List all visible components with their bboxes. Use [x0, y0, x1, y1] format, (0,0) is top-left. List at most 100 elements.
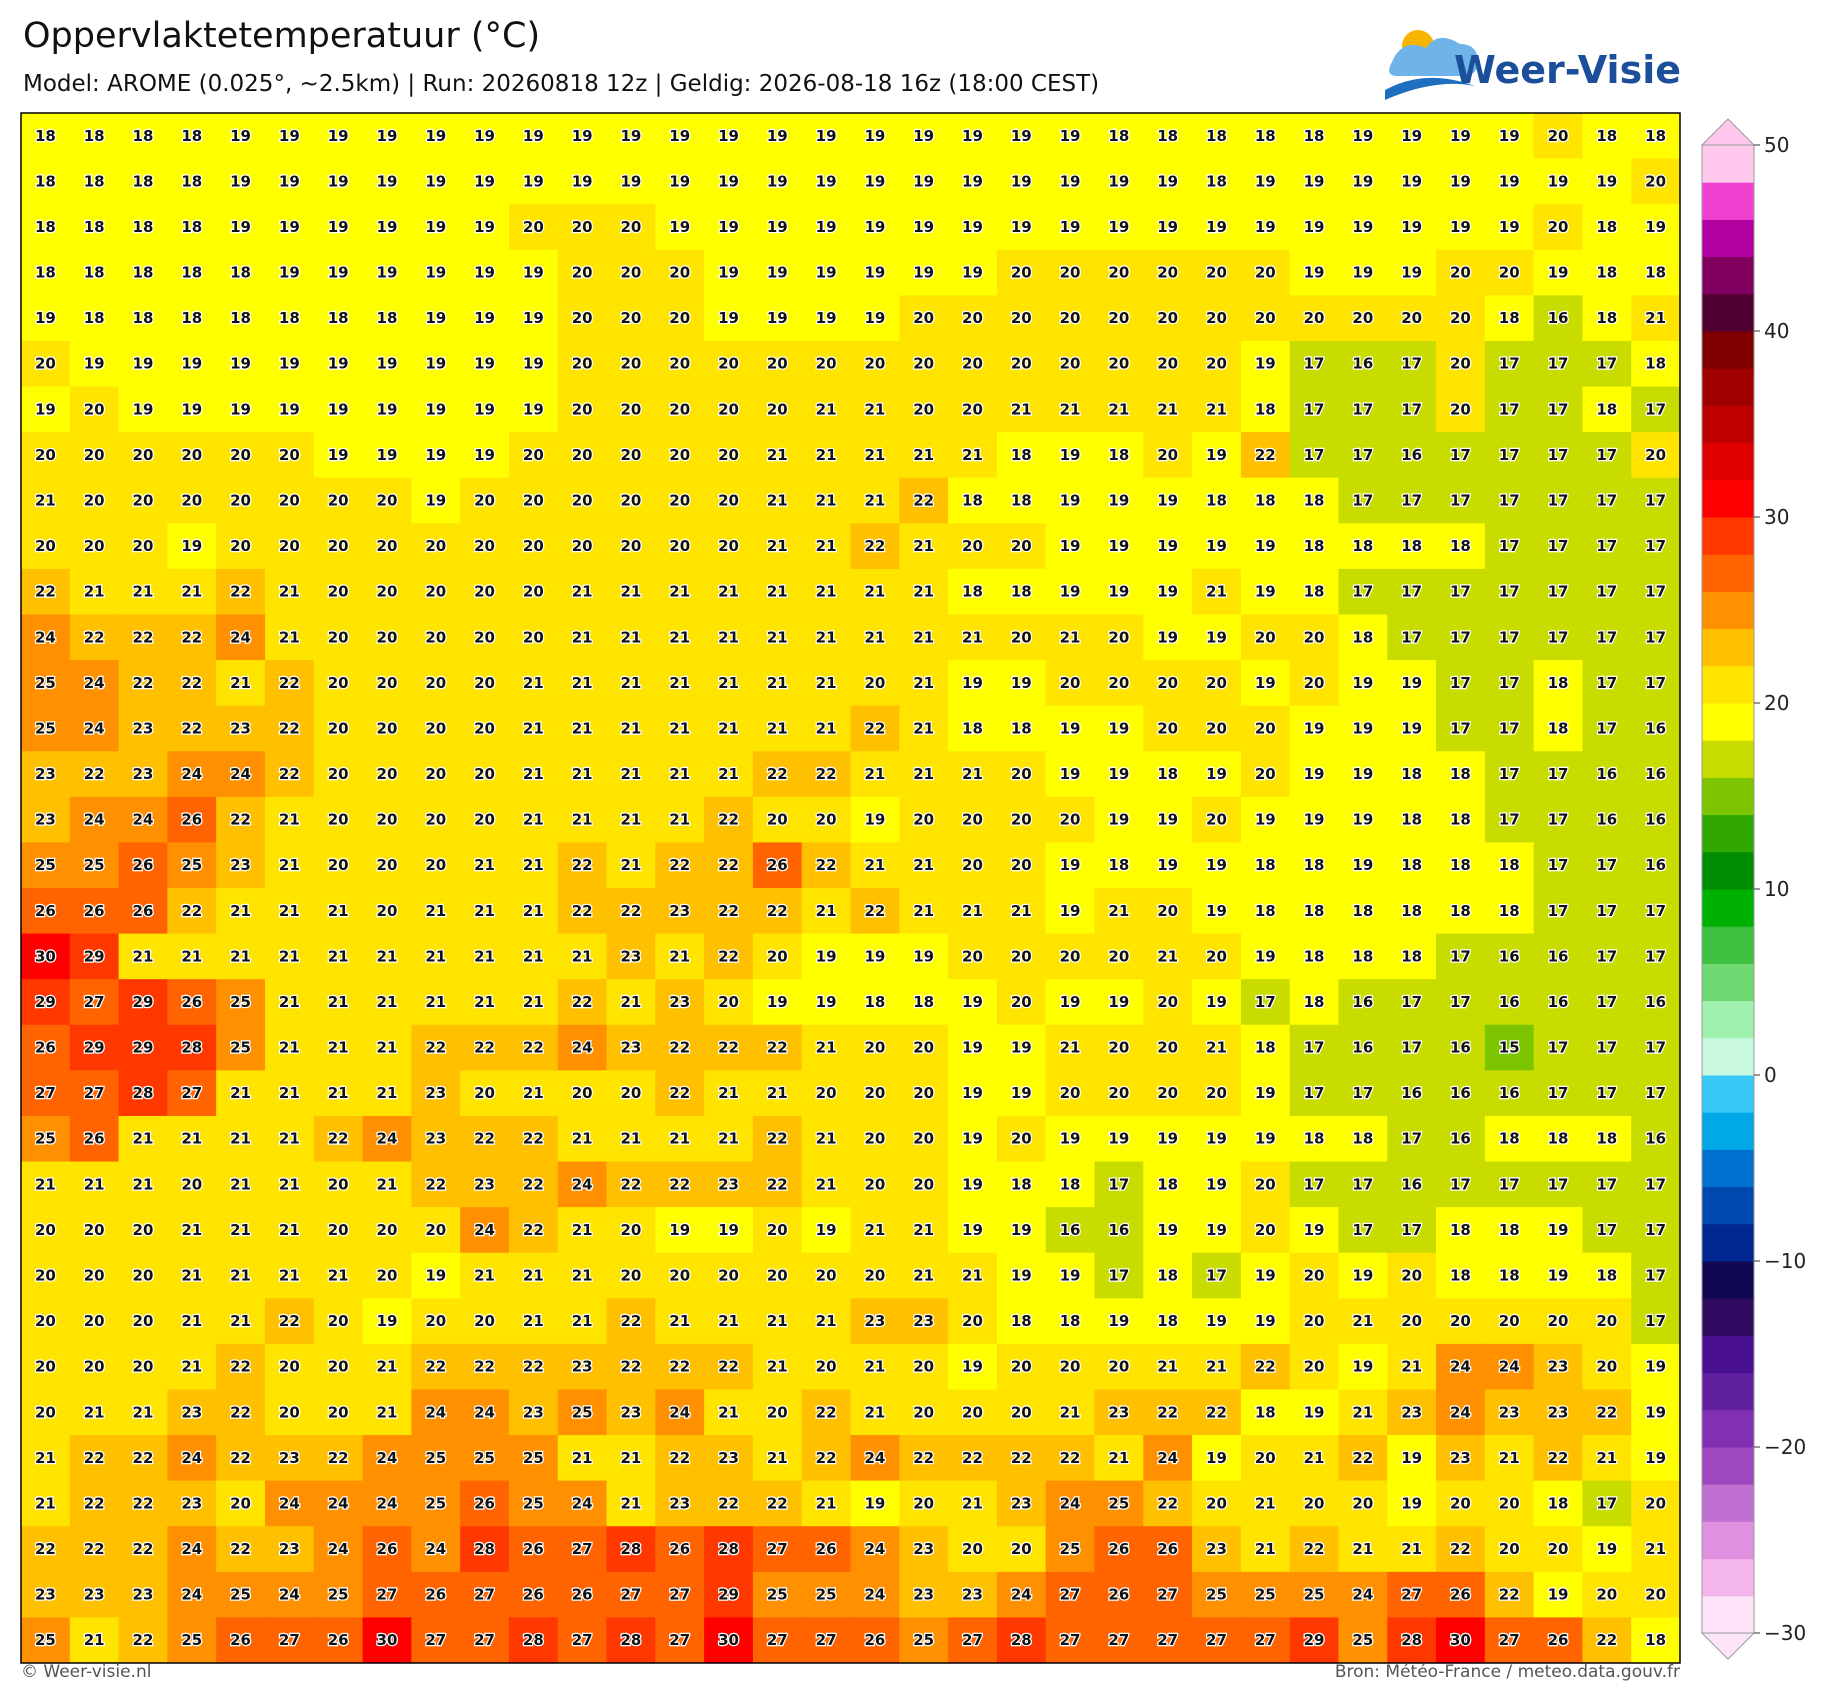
colorbar-tick-label: 0	[1764, 1063, 1777, 1087]
temperature-cell	[362, 204, 412, 251]
temperature-label: 22	[718, 856, 739, 874]
temperature-label: 20	[1450, 355, 1471, 373]
temperature-label: 22	[133, 1540, 154, 1558]
temperature-label: 16	[1060, 1221, 1081, 1239]
temperature-cell	[69, 1070, 120, 1117]
temperature-label: 18	[279, 309, 300, 327]
temperature-label: 22	[1304, 1540, 1325, 1558]
temperature-cell	[655, 705, 705, 752]
temperature-label: 22	[767, 765, 788, 783]
temperature-cell	[996, 295, 1047, 342]
temperature-label: 20	[1450, 400, 1471, 418]
temperature-cell	[362, 751, 412, 798]
temperature-cell	[21, 1115, 71, 1163]
temperature-cell	[1387, 249, 1437, 296]
temperature-label: 21	[523, 811, 544, 829]
temperature-cell	[508, 979, 559, 1026]
temperature-label: 19	[572, 172, 593, 190]
temperature-label: 21	[913, 856, 934, 874]
temperature-label: 20	[35, 1403, 56, 1421]
temperature-cell	[264, 796, 315, 843]
temperature-label: 21	[1401, 1358, 1422, 1376]
temperature-cell	[850, 249, 900, 296]
temperature-label: 21	[962, 1267, 983, 1285]
temperature-label: 19	[425, 1267, 446, 1285]
temperature-cell	[557, 933, 608, 980]
temperature-label: 18	[230, 264, 251, 282]
temperature-cell	[460, 340, 510, 388]
temperature-label: 27	[816, 1631, 837, 1649]
temperature-label: 24	[181, 1586, 202, 1604]
temperature-label: 22	[279, 674, 300, 692]
temperature-label: 20	[913, 1039, 934, 1057]
temperature-label: 27	[84, 1084, 105, 1102]
temperature-label: 20	[1206, 264, 1227, 282]
temperature-cell	[1192, 1024, 1242, 1071]
temperature-label: 20	[962, 1540, 983, 1558]
temperature-label: 24	[181, 1540, 202, 1558]
temperature-cell	[948, 933, 998, 980]
temperature-cell	[21, 1070, 71, 1117]
temperature-label: 20	[523, 628, 544, 646]
temperature-cell	[21, 705, 71, 752]
temperature-label: 21	[572, 719, 593, 737]
temperature-label: 21	[377, 1039, 398, 1057]
temperature-cell	[1240, 933, 1291, 980]
temperature-cell	[850, 340, 900, 388]
temperature-label: 19	[425, 446, 446, 464]
temperature-label: 20	[718, 446, 739, 464]
temperature-label: 23	[230, 856, 251, 874]
temperature-label: 19	[1450, 127, 1471, 145]
temperature-label: 19	[1401, 1494, 1422, 1512]
temperature-cell	[1484, 705, 1535, 752]
temperature-label: 20	[669, 492, 690, 510]
temperature-cell	[850, 295, 900, 342]
temperature-label: 19	[133, 355, 154, 373]
temperature-label: 20	[84, 1312, 105, 1330]
temperature-label: 20	[1255, 1221, 1276, 1239]
temperature-cell	[1582, 340, 1632, 388]
temperature-label: 17	[1255, 993, 1276, 1011]
temperature-cell	[69, 933, 120, 980]
temperature-label: 21	[1401, 1540, 1422, 1558]
temperature-cell	[752, 158, 803, 205]
temperature-cell	[1192, 888, 1242, 935]
temperature-label: 27	[35, 1084, 56, 1102]
temperature-cell	[1582, 705, 1632, 752]
temperature-cell	[948, 432, 998, 479]
temperature-cell	[460, 1115, 510, 1163]
temperature-label: 19	[1108, 1312, 1129, 1330]
temperature-cell	[1533, 1070, 1583, 1117]
temperature-cell	[899, 933, 949, 980]
temperature-label: 19	[1548, 1267, 1569, 1285]
temperature-cell	[752, 1070, 803, 1117]
temperature-label: 25	[816, 1586, 837, 1604]
colorbar-step	[1702, 851, 1754, 890]
temperature-label: 21	[279, 1267, 300, 1285]
temperature-cell	[167, 568, 217, 615]
temperature-label: 26	[1450, 1586, 1471, 1604]
temperature-label: 17	[1401, 400, 1422, 418]
temperature-label: 18	[1548, 1494, 1569, 1512]
temperature-label: 19	[816, 218, 837, 236]
temperature-label: 21	[1157, 400, 1178, 418]
temperature-label: 17	[1548, 583, 1569, 601]
temperature-cell	[801, 568, 851, 615]
temperature-cell	[1436, 204, 1486, 251]
temperature-label: 19	[1596, 172, 1617, 190]
temperature-label: 22	[230, 1540, 251, 1558]
temperature-label: 20	[1011, 537, 1032, 555]
temperature-cell	[1143, 568, 1193, 615]
temperature-cell	[704, 477, 754, 524]
temperature-label: 27	[474, 1631, 495, 1649]
temperature-cell	[1484, 386, 1535, 433]
temperature-label: 17	[1450, 492, 1471, 510]
temperature-cell	[1387, 477, 1437, 524]
temperature-cell	[606, 933, 656, 980]
temperature-cell	[216, 249, 266, 296]
temperature-cell	[1338, 523, 1388, 570]
temperature-label: 22	[230, 583, 251, 601]
temperature-label: 19	[669, 172, 690, 190]
temperature-label: 17	[1450, 719, 1471, 737]
temperature-cell	[21, 796, 71, 843]
